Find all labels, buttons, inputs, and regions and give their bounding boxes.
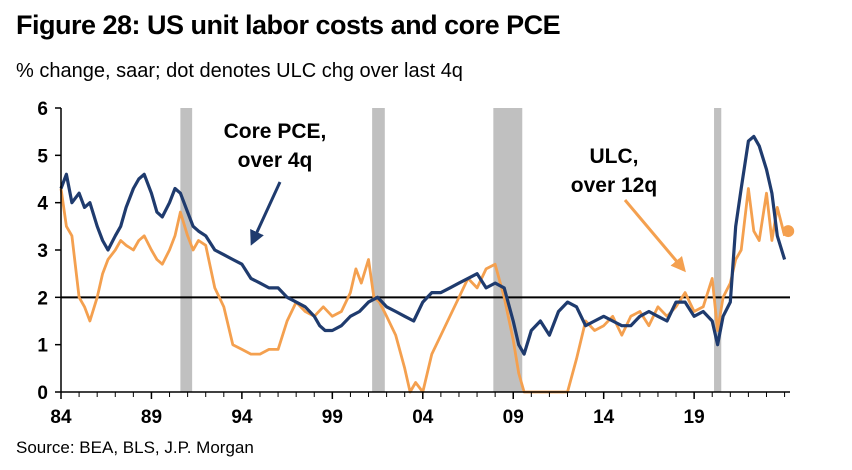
x-tick-label: 09: [503, 407, 524, 428]
recession-band-2: [493, 108, 523, 392]
x-tick-label: 04: [412, 407, 434, 428]
y-tick-label: 2: [37, 288, 48, 309]
y-tick-label: 6: [37, 99, 48, 120]
annotation-arrow-ulc: [623, 199, 686, 273]
series-line-ulc: [59, 187, 786, 394]
x-tick-label: 94: [231, 407, 253, 428]
y-tick-label: 0: [37, 383, 48, 404]
y-tick-label: 3: [37, 241, 48, 262]
source-note: Source: BEA, BLS, J.P. Morgan: [16, 438, 254, 457]
x-tick-label: 89: [141, 407, 162, 428]
y-tick-label: 4: [37, 194, 48, 215]
recession-band-1: [372, 108, 385, 392]
annotation-arrow-core-pce: [250, 181, 282, 246]
series-line-core-pce: [59, 134, 787, 356]
x-tick-label: 99: [322, 407, 343, 428]
annotation-core-pce-line2: over 4q: [238, 149, 313, 172]
ulc-last-4q-dot: [782, 225, 795, 238]
x-tick-label: 19: [684, 407, 705, 428]
chart-subtitle: % change, saar; dot denotes ULC chg over…: [16, 60, 463, 82]
annotation-ulc-line1: ULC,: [590, 145, 639, 168]
x-tick-label: 14: [593, 407, 615, 428]
recession-band-0: [180, 108, 193, 392]
chart-title: Figure 28: US unit labor costs and core …: [16, 10, 561, 40]
y-tick-label: 1: [37, 336, 48, 357]
annotation-core-pce-line1: Core PCE,: [224, 120, 327, 143]
y-tick-label: 5: [37, 146, 48, 167]
recession-band-3: [714, 108, 722, 392]
x-tick-label: 84: [50, 407, 72, 428]
annotation-ulc-line2: over 12q: [571, 174, 657, 197]
